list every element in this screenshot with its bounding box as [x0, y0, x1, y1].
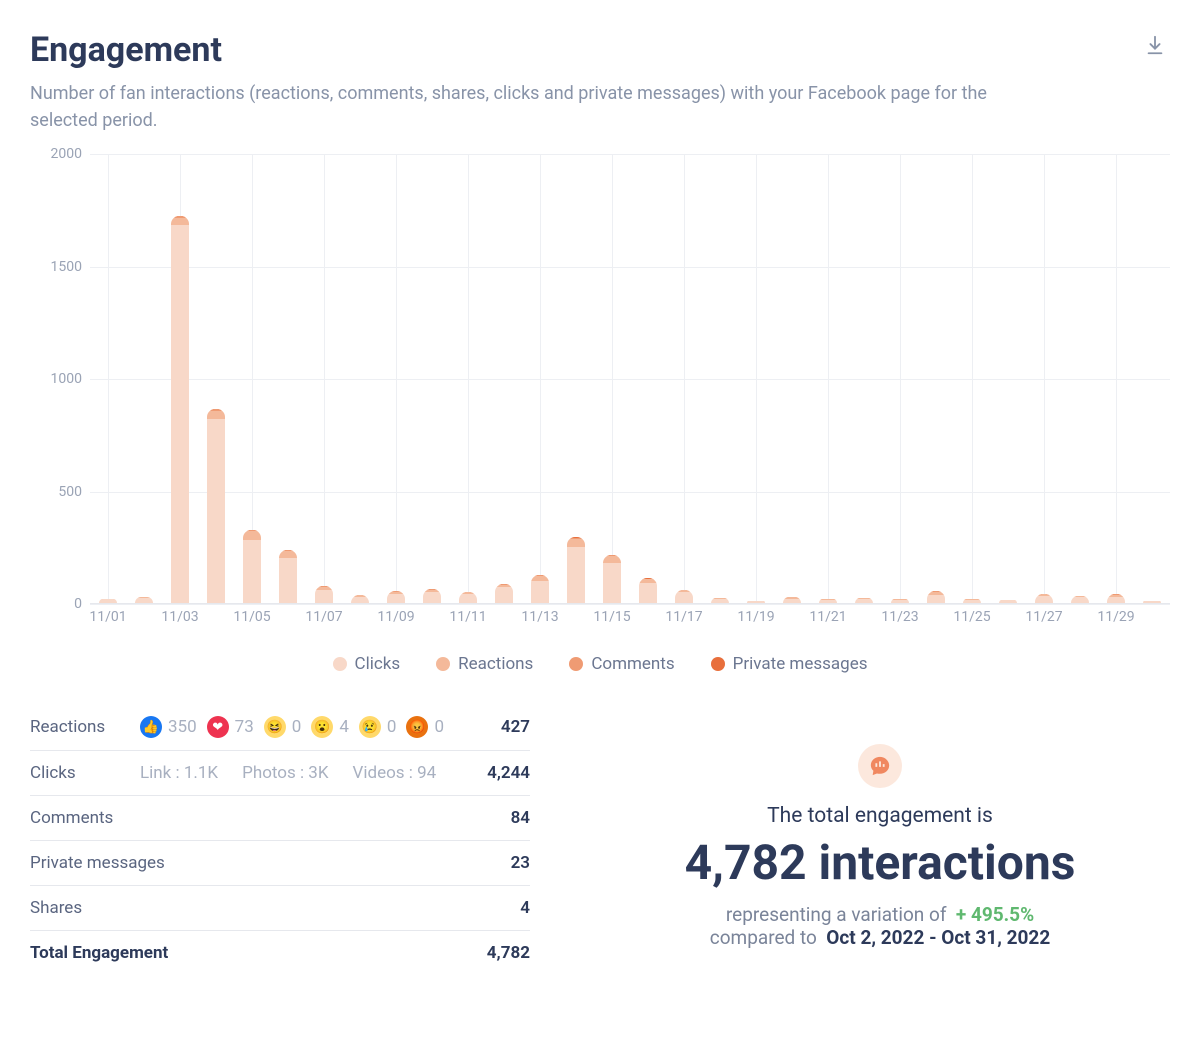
y-tick: 1000: [51, 371, 82, 387]
bar[interactable]: [891, 599, 909, 603]
x-tick: 11/07: [305, 609, 342, 625]
page-title: Engagement: [30, 30, 1140, 70]
bar[interactable]: [423, 589, 441, 603]
clicks-breakdown-item: Photos : 3K: [242, 763, 328, 783]
bar[interactable]: [171, 216, 189, 603]
bar[interactable]: [855, 598, 873, 603]
angry-icon: 😡: [406, 716, 428, 738]
x-tick: 11/05: [233, 609, 270, 625]
love-icon: ❤: [207, 716, 229, 738]
variation-percent: + 495.5%: [956, 903, 1034, 926]
bar[interactable]: [819, 599, 837, 603]
bar[interactable]: [783, 597, 801, 603]
bar[interactable]: [639, 578, 657, 603]
row-reactions: Reactions 👍350❤73😆0😮4😢0😡0 427: [30, 704, 530, 751]
bar[interactable]: [315, 586, 333, 603]
legend-item[interactable]: Private messages: [711, 654, 868, 674]
bar[interactable]: [603, 555, 621, 603]
callout-variation-line: representing a variation of + 495.5%: [590, 903, 1170, 926]
engagement-chart: 0500100015002000 11/0111/0311/0511/0711/…: [30, 154, 1170, 634]
bar[interactable]: [99, 599, 117, 604]
clicks-breakdown-item: Link : 1.1K: [140, 763, 218, 783]
legend-item[interactable]: Reactions: [436, 654, 533, 674]
x-tick: 11/15: [593, 609, 630, 625]
x-tick: 11/29: [1097, 609, 1134, 625]
bar[interactable]: [459, 592, 477, 603]
bar[interactable]: [711, 598, 729, 603]
x-tick: 11/23: [881, 609, 918, 625]
callout-compare-line: compared to Oct 2, 2022 - Oct 31, 2022: [590, 926, 1170, 949]
bar[interactable]: [1035, 594, 1053, 603]
bar[interactable]: [675, 590, 693, 603]
download-icon: [1144, 34, 1166, 56]
like-icon: 👍: [140, 716, 162, 738]
haha-icon: 😆: [264, 716, 286, 738]
x-tick: 11/21: [809, 609, 846, 625]
bar[interactable]: [999, 600, 1017, 603]
x-tick: 11/11: [449, 609, 486, 625]
x-tick: 11/01: [89, 609, 126, 625]
bar[interactable]: [567, 537, 585, 603]
clicks-breakdown-item: Videos : 94: [353, 763, 437, 783]
engagement-callout: The total engagement is 4,782 interactio…: [590, 704, 1170, 949]
x-tick: 11/13: [521, 609, 558, 625]
bar[interactable]: [1071, 596, 1089, 603]
bar[interactable]: [279, 550, 297, 603]
reaction-love: ❤73: [207, 716, 254, 738]
bar[interactable]: [963, 599, 981, 603]
bar[interactable]: [747, 601, 765, 603]
reaction-angry: 😡0: [406, 716, 444, 738]
bar[interactable]: [135, 597, 153, 603]
summary-table: Reactions 👍350❤73😆0😮4😢0😡0 427 Clicks Lin…: [30, 704, 530, 975]
callout-intro: The total engagement is: [590, 804, 1170, 828]
bar[interactable]: [495, 584, 513, 603]
bar[interactable]: [1143, 601, 1161, 603]
wow-icon: 😮: [311, 716, 333, 738]
reaction-sad: 😢0: [359, 716, 397, 738]
page-subtitle: Number of fan interactions (reactions, c…: [30, 80, 1050, 134]
legend-item[interactable]: Comments: [569, 654, 674, 674]
bar[interactable]: [207, 409, 225, 603]
reaction-wow: 😮4: [311, 716, 349, 738]
chart-legend: Clicks Reactions Comments Private messages: [30, 654, 1170, 674]
row-clicks: Clicks Link : 1.1KPhotos : 3KVideos : 94…: [30, 751, 530, 796]
callout-value: 4,782 interactions: [590, 834, 1170, 891]
bar[interactable]: [1107, 594, 1125, 603]
x-tick: 11/19: [737, 609, 774, 625]
bar[interactable]: [387, 591, 405, 603]
bar[interactable]: [531, 575, 549, 603]
y-tick: 1500: [51, 259, 82, 275]
reaction-haha: 😆0: [264, 716, 302, 738]
download-button[interactable]: [1140, 30, 1170, 64]
row-shares: Shares 4: [30, 886, 530, 931]
bar[interactable]: [351, 595, 369, 603]
bar[interactable]: [243, 530, 261, 603]
row-comments: Comments 84: [30, 796, 530, 841]
legend-item[interactable]: Clicks: [333, 654, 401, 674]
x-tick: 11/25: [953, 609, 990, 625]
row-total: Total Engagement 4,782: [30, 931, 530, 975]
x-tick: 11/03: [161, 609, 198, 625]
sad-icon: 😢: [359, 716, 381, 738]
chat-stats-icon: [858, 744, 902, 788]
x-tick: 11/09: [377, 609, 414, 625]
x-tick: 11/17: [665, 609, 702, 625]
row-private: Private messages 23: [30, 841, 530, 886]
bar[interactable]: [927, 591, 945, 603]
compare-range: Oct 2, 2022 - Oct 31, 2022: [826, 926, 1050, 949]
y-tick: 2000: [51, 146, 82, 162]
y-tick: 500: [58, 484, 82, 500]
y-tick: 0: [74, 596, 82, 612]
reaction-like: 👍350: [140, 716, 197, 738]
x-tick: 11/27: [1025, 609, 1062, 625]
